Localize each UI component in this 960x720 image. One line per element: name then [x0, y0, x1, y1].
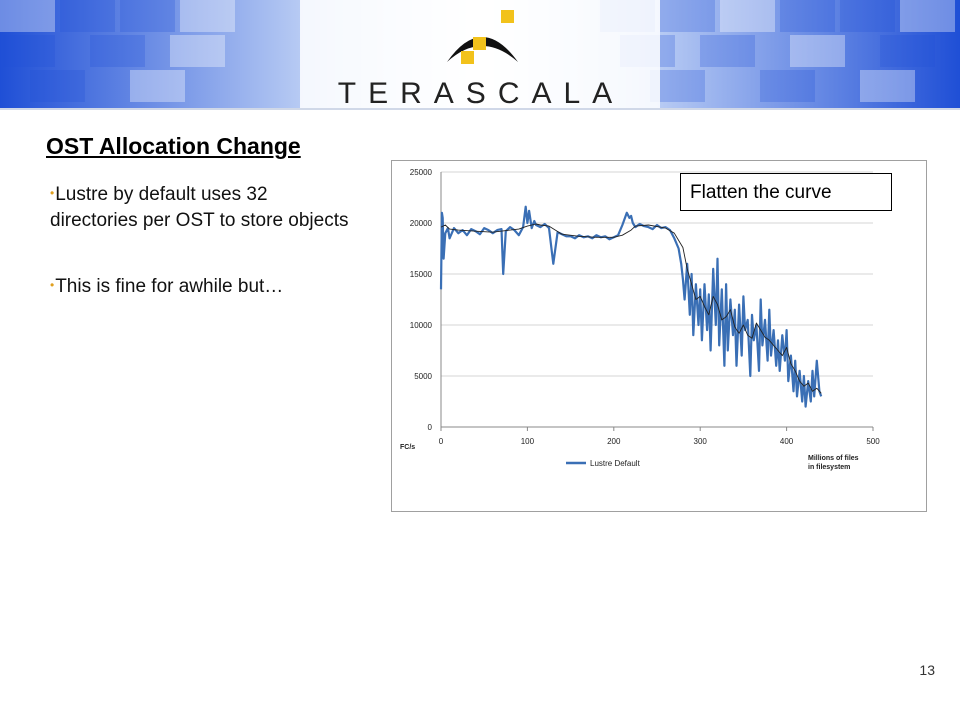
slide-header: TERASCALA [0, 0, 960, 110]
bullet-item: •Lustre by default uses 32 directories p… [50, 180, 360, 234]
x-tick-label: 100 [521, 437, 535, 446]
x-tick-label: 200 [607, 437, 621, 446]
y-axis-label: FC/s [400, 444, 415, 451]
header-tile [180, 0, 235, 32]
header-tile [700, 35, 755, 67]
header-tile [90, 35, 145, 67]
bullet-list: •Lustre by default uses 32 directories p… [50, 180, 360, 338]
y-tick-label: 20000 [410, 219, 433, 228]
header-rule [0, 108, 960, 110]
y-tick-label: 10000 [410, 321, 433, 330]
series-line-trend [440, 223, 822, 394]
x-tick-label: 300 [694, 437, 708, 446]
series-line-lustre-default [439, 205, 823, 408]
legend-label: Lustre Default [590, 459, 641, 468]
header-tile [120, 0, 175, 32]
logo-square-icon [473, 37, 486, 50]
x-axis-label: Millions of files in filesystem [808, 455, 859, 471]
header-tile [720, 0, 775, 32]
chart-frame: 0 5000 10000 15000 20000 25000 0 100 200 300 400 50… [391, 160, 927, 512]
bullet-item: •This is fine for awhile but… [50, 272, 360, 300]
header-tile [660, 0, 715, 32]
y-tick-label: 0 [428, 423, 433, 432]
header-logo-panel [300, 0, 660, 110]
header-banner: TERASCALA [0, 0, 960, 110]
header-tile [790, 35, 845, 67]
brand-name: TERASCALA [338, 77, 624, 110]
x-tick-label: 0 [439, 437, 444, 446]
header-tile [130, 70, 185, 102]
header-tile [30, 70, 85, 102]
logo-square-icon [501, 10, 514, 23]
header-tile [0, 35, 55, 67]
header-tile [860, 70, 915, 102]
slide-title: OST Allocation Change [46, 133, 301, 159]
y-tick-label: 5000 [414, 372, 432, 381]
x-tick-label: 500 [866, 437, 880, 446]
header-tile [880, 35, 935, 67]
header-tile [0, 0, 55, 32]
bullet-dot-icon: • [50, 278, 55, 292]
y-tick-label: 25000 [410, 168, 433, 177]
header-tile [780, 0, 835, 32]
header-tile [840, 0, 895, 32]
x-tick-label: 400 [780, 437, 794, 446]
logo-arc-icon [447, 37, 518, 62]
header-tile [760, 70, 815, 102]
callout-box: Flatten the curve [680, 173, 892, 211]
logo-square-icon [461, 51, 474, 64]
header-tile [170, 35, 225, 67]
bullet-text: Lustre by default uses 32 directories pe… [50, 184, 349, 231]
bullet-text: This is fine for awhile but… [55, 276, 284, 297]
page-number: 13 [919, 662, 935, 678]
header-tile [60, 0, 115, 32]
header-tile [900, 0, 955, 32]
y-tick-label: 15000 [410, 270, 433, 279]
line-chart: 0 5000 10000 15000 20000 25000 0 100 200 300 400 50… [400, 168, 880, 471]
bullet-dot-icon: • [50, 186, 55, 200]
